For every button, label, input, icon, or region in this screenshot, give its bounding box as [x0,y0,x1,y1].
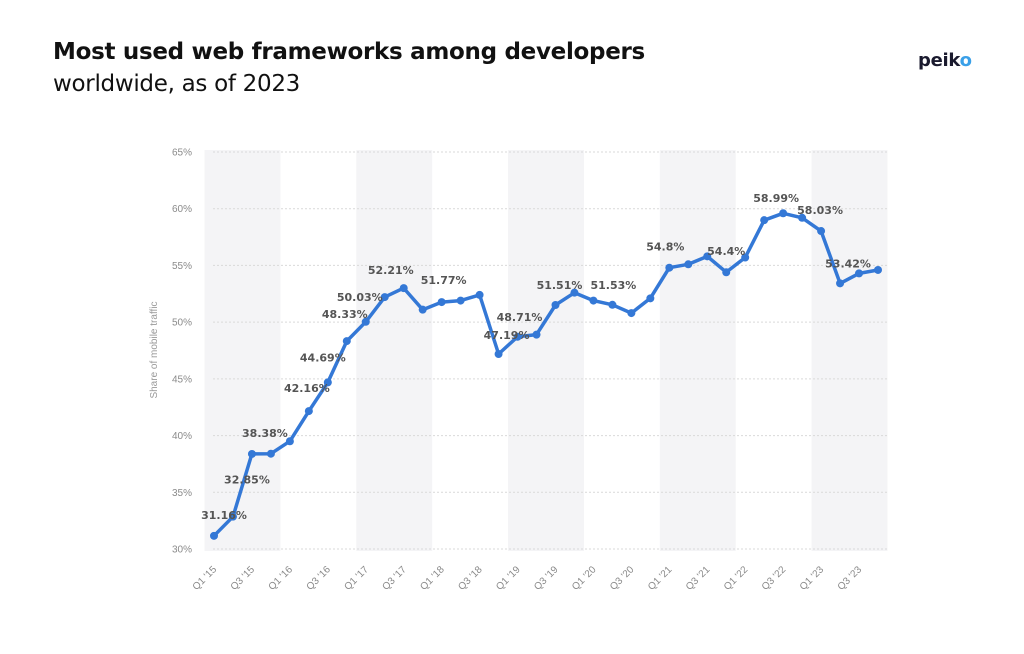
brand-logo: peiko [918,50,972,71]
x-tick-label: Q1 '23 [798,564,827,593]
data-label: 58.03% [797,204,843,217]
data-point [456,296,465,305]
data-point [798,213,807,222]
data-point [247,449,256,458]
x-tick-label: Q3 '20 [608,564,637,593]
data-point [874,265,882,274]
data-label: 48.71% [497,311,543,324]
y-tick-label: 30% [172,545,192,556]
data-label: 53.42% [825,257,871,270]
series-points [210,209,882,540]
brand-name: peik [918,50,960,71]
data-label: 51.53% [590,279,636,292]
y-tick-label: 50% [172,318,192,329]
data-point [513,332,522,341]
chart-title: Most used web frameworks among developer… [53,39,645,65]
year-band [811,150,888,551]
y-tick-label: 60% [172,204,192,215]
data-point [703,252,712,261]
x-tick-label: Q3 '16 [305,564,334,593]
data-point [779,209,788,218]
data-point [551,301,560,310]
x-tick-label: Q1 '20 [570,564,599,593]
x-tick-label: Q1 '19 [494,564,523,593]
data-point [589,296,598,305]
data-point [722,268,731,277]
data-point [817,227,826,236]
y-tick-label: 45% [172,374,192,385]
data-point [210,531,218,540]
data-label: 47.19% [484,329,530,342]
y-tick-label: 55% [172,261,192,272]
data-point [608,300,617,309]
x-tick-label: Q1 '22 [722,564,751,593]
data-point [475,290,484,299]
y-tick-label: 40% [172,431,192,442]
data-point [399,284,408,293]
data-point [665,263,674,272]
x-tick-label: Q3 '17 [380,564,409,593]
y-axis: 30% 35% 40% 45% 50% 55% 60% 65% [172,148,192,556]
chart-header: Most used web frameworks among developer… [53,36,645,100]
data-point [684,260,693,269]
year-band [356,150,433,551]
data-label: 38.38% [242,427,288,440]
x-tick-label: Q3 '19 [532,564,561,593]
data-point [570,288,579,297]
data-label: 50.03% [337,291,383,304]
x-tick-label: Q3 '15 [229,564,258,593]
data-point [855,269,864,278]
x-tick-label: Q3 '23 [836,564,865,593]
data-label: 54.4% [707,245,745,258]
data-labels: 31.16% 32.85% 38.38% 42.16% 44.69% 48.33% 50.0… [201,192,871,522]
data-point [361,317,370,326]
chart-gridlines [213,151,887,550]
data-label: 42.16% [284,382,330,395]
data-label: 48.33% [322,308,368,321]
data-point [760,216,769,225]
data-point [741,253,750,262]
x-tick-label: Q3 '21 [684,564,713,593]
data-point [304,407,313,416]
data-label: 58.99% [753,192,799,205]
data-point [418,305,427,314]
data-point [380,293,389,302]
data-point [532,330,541,339]
data-label: 52.21% [368,264,414,277]
data-label: 31.16% [201,509,247,522]
data-label: 54.8% [646,241,684,254]
x-tick-label: Q1 '18 [418,564,447,593]
x-tick-label: Q3 '22 [760,564,789,593]
data-point [285,437,294,446]
y-axis-title: Share of mobile traffic [149,301,160,398]
data-point [437,298,446,307]
x-tick-label: Q1 '21 [646,564,675,593]
data-point [627,309,636,318]
data-point [266,449,275,458]
data-point [228,512,237,521]
data-label: 44.69% [300,351,346,364]
x-tick-label: Q1 '15 [191,564,220,593]
data-point [836,279,845,288]
data-label: 32.85% [224,474,270,487]
x-tick-label: Q1 '16 [267,564,296,593]
data-point [323,378,332,387]
data-point [494,350,503,359]
y-tick-label: 35% [172,488,192,499]
year-band [508,150,584,551]
year-band [659,150,736,551]
data-label: 51.51% [537,279,583,292]
brand-accent: o [959,50,972,71]
chart-subtitle: worldwide, as of 2023 [53,71,301,97]
x-tick-label: Q1 '17 [342,564,371,593]
data-point [646,294,655,303]
data-label: 51.77% [421,274,467,287]
x-axis: Q1 '15 Q3 '15 Q1 '16 Q3 '16 Q1 '17 Q3 '17 Q1 '… [191,564,865,593]
y-tick-label: 65% [172,148,192,159]
x-tick-label: Q3 '18 [456,564,485,593]
data-point [342,337,351,346]
